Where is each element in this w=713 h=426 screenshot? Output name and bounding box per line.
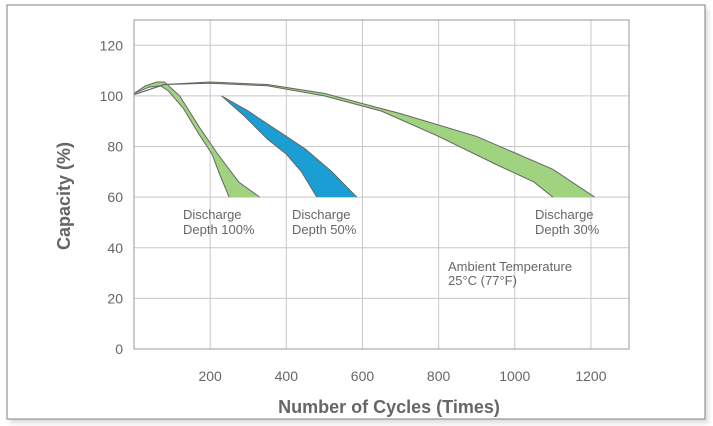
plot-border [133,19,630,350]
axis-layer [133,19,630,350]
series-lower-line-1 [133,85,230,198]
series-label-line-1-1: Discharge [183,207,242,222]
series-upper-line-1 [133,81,260,198]
y-axis-title: Capacity (%) [54,142,74,250]
y-tick-label-60: 60 [107,189,123,205]
y-tick-label-20: 20 [107,290,123,306]
series-lower-line-3 [133,82,554,198]
chart-frame [6,4,706,420]
x-tick-label-200: 200 [198,368,222,384]
x-tick-label-1200: 1200 [575,368,606,384]
series-label-line-3-1: Discharge [535,207,594,222]
ambient-temperature-line-1: Ambient Temperature [448,259,572,274]
ambient-temperature-line-2: 25°C (77°F) [448,273,517,288]
y-tick-label-120: 120 [100,37,124,53]
x-axis-title: Number of Cycles (Times) [278,397,500,417]
series-lower-line-2 [221,95,318,198]
series-label-line-2-2: Depth 50% [292,222,357,237]
series-label-line-3-2: Depth 30% [535,222,600,237]
x-tick-label-1000: 1000 [499,368,530,384]
plot-layer [133,81,596,198]
series-area-2 [221,95,357,198]
series-upper-line-2 [221,95,358,198]
series-area-3 [134,82,595,198]
x-tick-label-600: 600 [351,368,375,384]
series-label-line-1-2: Depth 100% [183,222,255,237]
x-tick-label-800: 800 [427,368,451,384]
y-tick-label-0: 0 [115,341,123,357]
grid-layer [134,20,629,350]
series-label-line-2-1: Discharge [292,207,351,222]
ambient-temperature-annotation: Ambient Temperature 25°C (77°F) [448,259,572,288]
tick-labels: 0 20 40 60 80 100 120 200 400 600 800 1000 1200 [100,37,607,384]
y-tick-label-100: 100 [100,88,124,104]
x-tick-label-400: 400 [275,368,299,384]
y-tick-label-80: 80 [107,139,123,155]
y-tick-label-40: 40 [107,240,123,256]
